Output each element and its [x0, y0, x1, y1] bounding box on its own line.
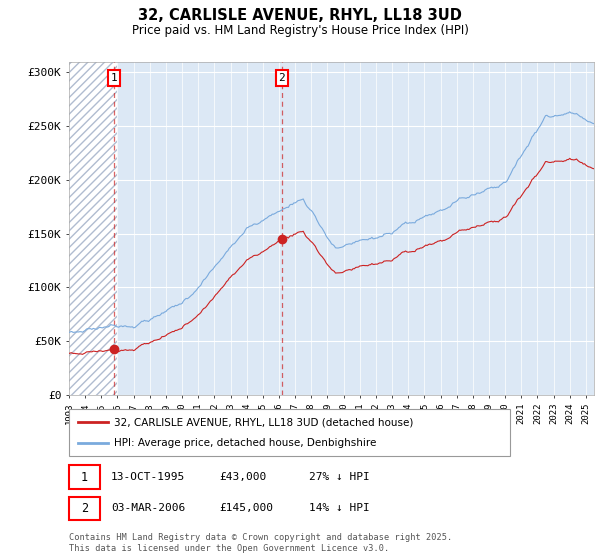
- Text: 2: 2: [278, 73, 285, 83]
- Text: 03-MAR-2006: 03-MAR-2006: [111, 503, 185, 514]
- Text: 27% ↓ HPI: 27% ↓ HPI: [309, 472, 370, 482]
- Text: 32, CARLISLE AVENUE, RHYL, LL18 3UD: 32, CARLISLE AVENUE, RHYL, LL18 3UD: [138, 8, 462, 24]
- Bar: [69, 62, 118, 395]
- Text: Price paid vs. HM Land Registry's House Price Index (HPI): Price paid vs. HM Land Registry's House …: [131, 24, 469, 36]
- Text: 1: 1: [110, 73, 118, 83]
- Text: Contains HM Land Registry data © Crown copyright and database right 2025.
This d: Contains HM Land Registry data © Crown c…: [69, 533, 452, 553]
- Text: HPI: Average price, detached house, Denbighshire: HPI: Average price, detached house, Denb…: [114, 438, 376, 448]
- Text: 2: 2: [81, 502, 88, 515]
- Text: 1: 1: [81, 470, 88, 484]
- Text: £43,000: £43,000: [219, 472, 266, 482]
- Text: 13-OCT-1995: 13-OCT-1995: [111, 472, 185, 482]
- Text: £145,000: £145,000: [219, 503, 273, 514]
- Text: 14% ↓ HPI: 14% ↓ HPI: [309, 503, 370, 514]
- Text: 32, CARLISLE AVENUE, RHYL, LL18 3UD (detached house): 32, CARLISLE AVENUE, RHYL, LL18 3UD (det…: [114, 417, 413, 427]
